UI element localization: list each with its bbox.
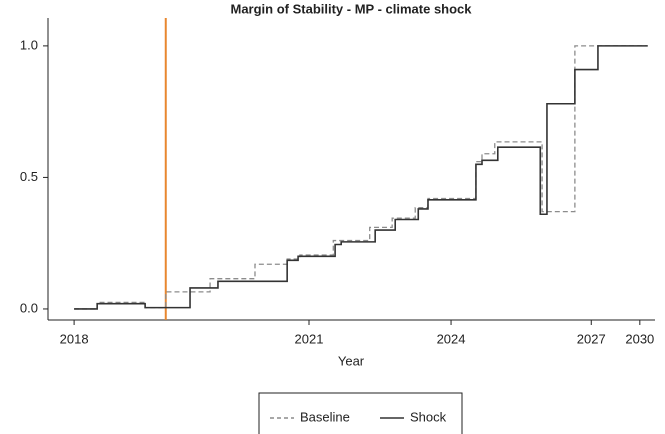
y-tick-label: 0.0	[20, 300, 38, 315]
series-line	[74, 45, 648, 310]
legend-box	[258, 392, 463, 434]
x-tick-label: 2027	[577, 331, 606, 346]
series-line	[74, 45, 648, 310]
y-tick-label: 0.5	[20, 169, 38, 184]
y-tick-label: 1.0	[20, 37, 38, 52]
x-tick-label: 2021	[295, 331, 324, 346]
x-tick-label: 2024	[437, 331, 466, 346]
chart-title: Margin of Stability - MP - climate shock	[230, 1, 472, 16]
x-tick-label: 2018	[60, 331, 89, 346]
legend-label: Baseline	[300, 409, 350, 424]
legend-label: Shock	[410, 409, 447, 424]
x-tick-label: 2030	[625, 331, 654, 346]
x-axis-label: Year	[338, 353, 365, 368]
